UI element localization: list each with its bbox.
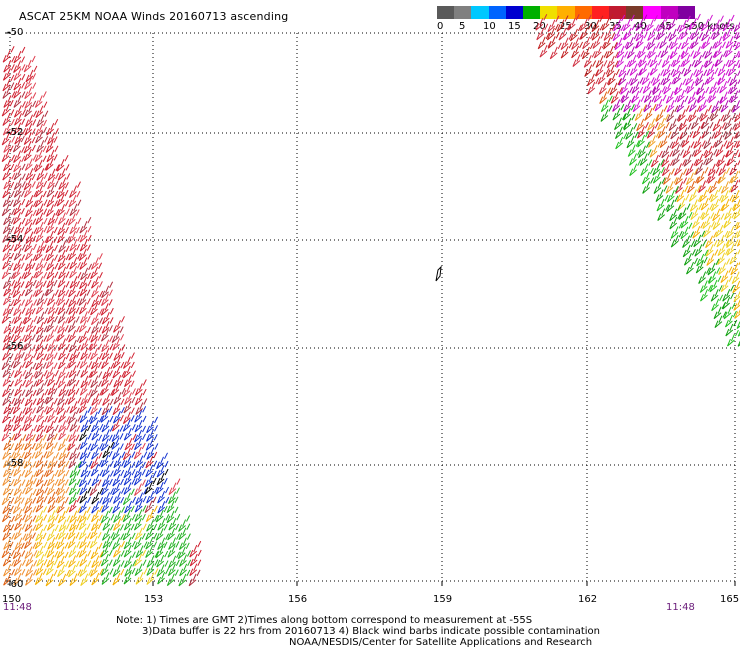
colorbar-swatch bbox=[471, 6, 490, 19]
lat-label-56: -56 bbox=[7, 341, 24, 352]
wind-barbs-right-swath bbox=[535, 13, 740, 347]
notes-block: Note: 1) Times are GMT 2)Times along bot… bbox=[116, 615, 600, 648]
colorbar-swatch bbox=[591, 6, 610, 19]
colorbar-label: 45 bbox=[659, 21, 672, 32]
colorbar-label: 15 bbox=[508, 21, 521, 32]
colorbar-swatch bbox=[677, 6, 696, 19]
lat-label-54: -54 bbox=[7, 234, 24, 245]
colorbar-swatch bbox=[454, 6, 472, 19]
time-label-left: 11:48 bbox=[3, 602, 32, 613]
colorbar-swatch bbox=[609, 6, 627, 19]
colorbar-label: 0 bbox=[437, 21, 444, 32]
lat-label-58: -58 bbox=[7, 458, 24, 469]
island-marker bbox=[435, 265, 442, 282]
colorbar-swatch bbox=[540, 6, 558, 19]
colorbar-swatch bbox=[660, 6, 679, 19]
note-line-2: 3)Data buffer is 22 hrs from 20160713 4)… bbox=[142, 626, 600, 637]
colorbar-label: 25 bbox=[559, 21, 572, 32]
colorbar-swatch bbox=[488, 6, 507, 19]
lon-label-153: 153 bbox=[144, 594, 164, 605]
colorbar-swatch bbox=[437, 6, 455, 19]
lon-label-165: 165 bbox=[720, 594, 740, 605]
colorbar-label: 10 bbox=[483, 21, 496, 32]
lon-label-162: 162 bbox=[578, 594, 598, 605]
lon-label-156: 156 bbox=[288, 594, 308, 605]
lon-label-150: 150 bbox=[2, 594, 22, 605]
wind-barbs-left-swath bbox=[1, 46, 202, 587]
lat-lon-grid bbox=[5, 32, 736, 586]
lon-label-159: 159 bbox=[433, 594, 453, 605]
colorbar-label: >50 knots bbox=[683, 21, 735, 32]
map-title: ASCAT 25KM NOAA Winds 20160713 ascending bbox=[19, 10, 289, 23]
note-line-3: NOAA/NESDIS/Center for Satellite Applica… bbox=[289, 637, 593, 648]
lat-label-52: -52 bbox=[7, 127, 24, 138]
note-line-1: Note: 1) Times are GMT 2)Times along bot… bbox=[116, 615, 533, 626]
colorbar-label: 5 bbox=[459, 21, 466, 32]
time-label-right: 11:48 bbox=[666, 602, 695, 613]
lat-label-50: -50 bbox=[7, 27, 24, 38]
colorbar-swatch bbox=[626, 6, 644, 19]
lat-label-60: -60 bbox=[7, 579, 24, 590]
colorbar-swatch bbox=[505, 6, 524, 19]
colorbar-swatch bbox=[523, 6, 541, 19]
colorbar-swatch bbox=[557, 6, 576, 19]
